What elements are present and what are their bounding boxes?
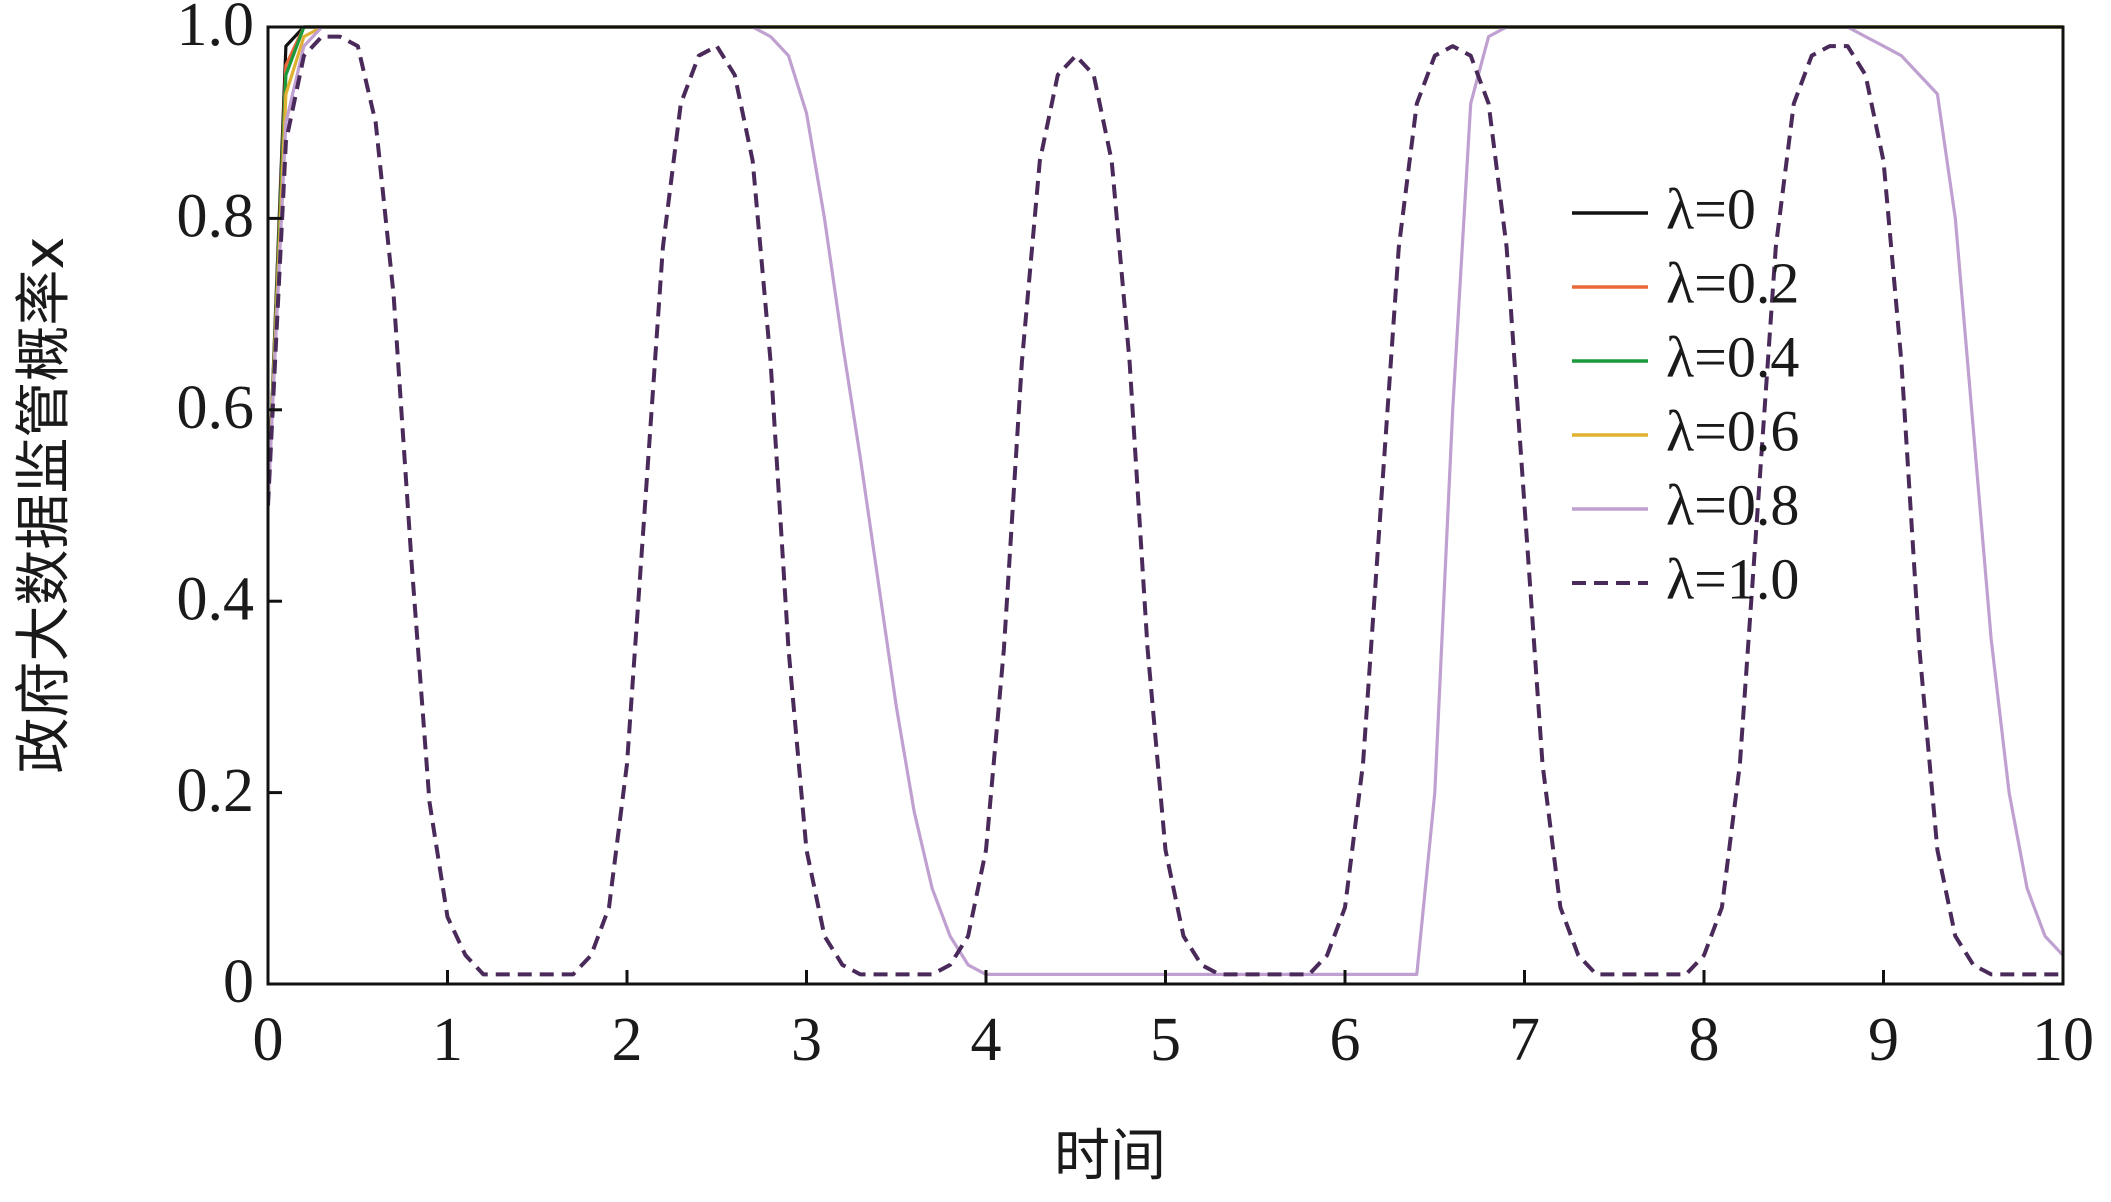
y-tick-label: 0.2 <box>177 757 255 825</box>
x-tick-label: 7 <box>1509 1006 1540 1074</box>
x-tick-label: 1 <box>432 1006 463 1074</box>
legend-label: λ=0.4 <box>1666 324 1799 389</box>
x-tick-label: 9 <box>1868 1006 1899 1074</box>
x-axis-title: 时间 <box>1054 1124 1166 1189</box>
x-tick-label: 6 <box>1330 1006 1361 1074</box>
x-tick-label: 5 <box>1150 1006 1181 1074</box>
x-tick-label: 3 <box>791 1006 822 1074</box>
legend-label: λ=0.8 <box>1666 472 1799 537</box>
x-tick-label: 8 <box>1689 1006 1720 1074</box>
legend-label: λ=0 <box>1666 176 1756 241</box>
x-tick-label: 0 <box>253 1006 284 1074</box>
legend-label: λ=0.6 <box>1666 398 1799 463</box>
x-tick-label: 10 <box>2032 1006 2094 1074</box>
y-tick-label: 0.6 <box>177 374 255 442</box>
y-tick-label: 1.0 <box>177 0 255 59</box>
y-tick-label: 0.8 <box>177 183 255 251</box>
legend-label: λ=1.0 <box>1666 546 1799 611</box>
legend-label: λ=0.2 <box>1666 250 1799 315</box>
y-axis-title: 政府大数据监管概率x <box>12 236 77 773</box>
y-tick-label: 0.4 <box>177 565 255 633</box>
x-tick-label: 2 <box>612 1006 643 1074</box>
series-line <box>268 34 2063 977</box>
y-tick-label: 0 <box>223 948 254 1016</box>
x-tick-label: 4 <box>971 1006 1002 1074</box>
